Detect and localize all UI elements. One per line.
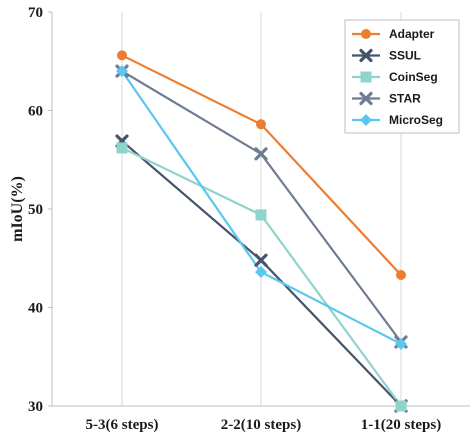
x-tick-label: 1-1(20 steps) (361, 417, 441, 433)
y-axis-label: mIoU(%) (9, 176, 26, 242)
point-adapter (117, 50, 127, 61)
point-microseg (255, 266, 267, 279)
point-coinseg (255, 209, 267, 221)
legend-marker-star (359, 91, 373, 106)
legend-label-star: STAR (389, 92, 421, 106)
point-microseg (395, 337, 407, 350)
legend-marker-ssul (359, 48, 373, 63)
legend-marker-coinseg (360, 71, 372, 83)
x-tick-label: 5-3(6 steps) (86, 417, 159, 433)
point-microseg (116, 65, 128, 78)
y-tick-label: 70 (28, 5, 43, 21)
point-ssul (254, 253, 268, 267)
legend-label-coinseg: CoinSeg (389, 70, 438, 84)
point-adapter (396, 269, 406, 280)
legend-marker-adapter (361, 29, 371, 39)
point-star (254, 147, 268, 161)
legend-label-adapter: Adapter (389, 27, 435, 41)
y-tick-label: 60 (28, 104, 43, 120)
point-coinseg (395, 400, 407, 412)
x-ticks: 5-3(6 steps) 2-2(10 steps) 1-1(20 steps) (86, 417, 442, 433)
series (115, 50, 408, 413)
y-ticks: 30 40 50 60 70 (28, 5, 52, 415)
y-tick-label: 50 (28, 202, 43, 218)
legend-label-microseg: MicroSeg (389, 113, 443, 127)
point-coinseg (116, 142, 128, 154)
y-tick-label: 40 (28, 301, 43, 317)
x-tick-label: 2-2(10 steps) (221, 417, 301, 433)
legend: Adapter SSUL CoinSeg STAR MicroSeg (344, 19, 460, 134)
y-tick-label: 30 (28, 399, 43, 415)
point-adapter (256, 119, 266, 130)
legend-marker-microseg (360, 114, 372, 126)
legend-label-ssul: SSUL (389, 49, 421, 63)
